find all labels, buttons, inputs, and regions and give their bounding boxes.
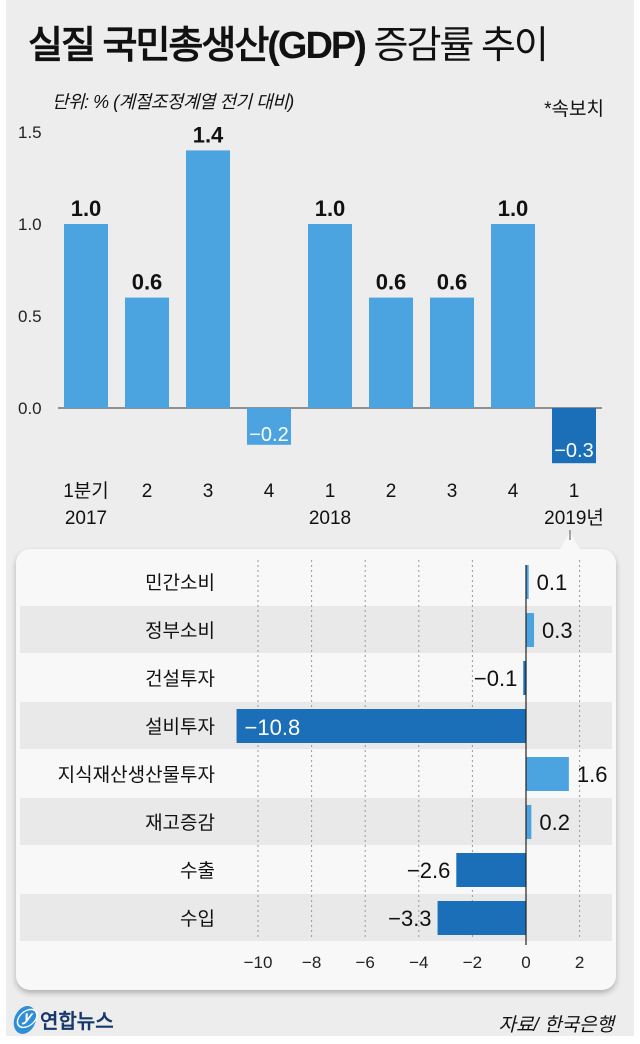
breakdown-panel bbox=[16, 549, 616, 990]
source-label: 자료/ 한국은행 bbox=[498, 1015, 614, 1036]
yonhap-logo: ⓨ 연합뉴스 bbox=[11, 1005, 114, 1034]
chart-title: 실질 국민총생산(GDP) 증감률 추이 bbox=[28, 25, 549, 67]
logo-text: 연합뉴스 bbox=[40, 1011, 114, 1033]
preliminary-note: *속보치 bbox=[544, 99, 604, 120]
logo-mark-icon: ⓨ bbox=[11, 1005, 39, 1034]
unit-label: 단위: % (계절조정계열 전기 대비) bbox=[52, 92, 294, 112]
